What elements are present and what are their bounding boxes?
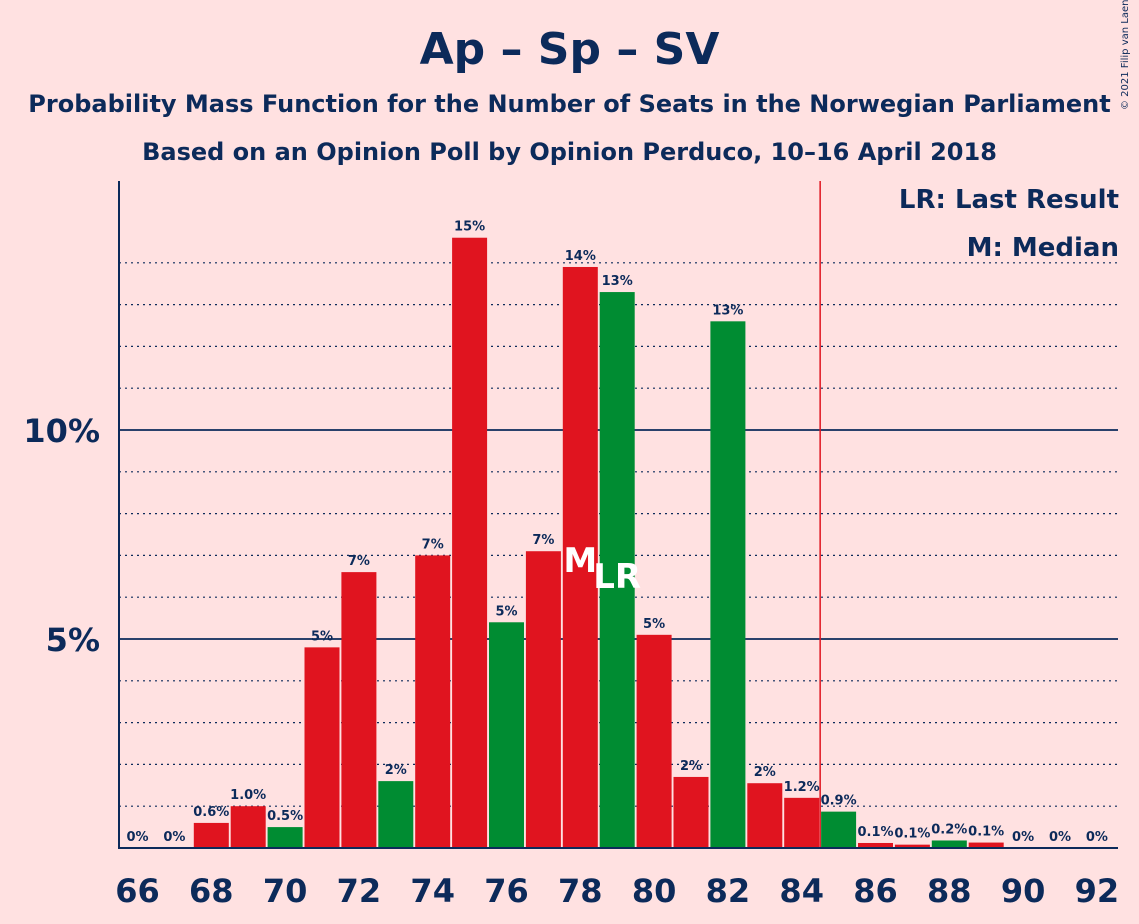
x-tick-label: 90	[1001, 872, 1046, 910]
bar-68	[193, 822, 229, 848]
x-tick-label: 78	[558, 872, 603, 910]
data-label-91: 0%	[1049, 830, 1071, 845]
data-label-71: 5%	[311, 629, 333, 644]
bar-72	[341, 572, 377, 848]
bar-84	[784, 797, 820, 848]
legend-last-result: LR: Last Result	[898, 185, 1119, 215]
x-tick-label: 82	[706, 872, 751, 910]
data-label-66: 0%	[126, 830, 148, 845]
data-label-73: 2%	[385, 763, 407, 778]
x-tick-label: 84	[779, 872, 824, 910]
data-label-67: 0%	[163, 830, 185, 845]
data-label-77: 7%	[532, 533, 554, 548]
data-label-72: 7%	[348, 554, 370, 569]
chart-subtitle: Probability Mass Function for the Number…	[28, 90, 1111, 118]
data-label-86: 0.1%	[857, 825, 893, 840]
y-tick-label: 5%	[46, 621, 100, 659]
legend-median: M: Median	[966, 233, 1119, 263]
bar-87	[894, 844, 930, 848]
x-tick-label: 74	[410, 872, 455, 910]
data-label-85: 0.9%	[821, 794, 857, 809]
bar-78	[562, 266, 598, 849]
bar-88	[931, 840, 967, 848]
data-label-68: 0.6%	[193, 805, 229, 820]
x-tick-label: 68	[189, 872, 234, 910]
bar-82	[710, 321, 746, 848]
data-label-79: 13%	[602, 274, 633, 289]
bar-71	[304, 647, 340, 848]
bar-77	[525, 551, 561, 848]
data-label-69: 1.0%	[230, 788, 266, 803]
x-tick-label: 76	[484, 872, 529, 910]
data-label-76: 5%	[495, 604, 517, 619]
x-tick-label: 72	[337, 872, 382, 910]
bar-74	[415, 555, 451, 848]
data-label-80: 5%	[643, 617, 665, 632]
bar-70	[267, 827, 303, 848]
data-label-89: 0.1%	[968, 825, 1004, 840]
x-tick-label: 66	[115, 872, 160, 910]
data-label-87: 0.1%	[894, 827, 930, 842]
data-label-83: 2%	[754, 765, 776, 780]
chart-subtitle-poll: Based on an Opinion Poll by Opinion Perd…	[142, 138, 997, 166]
bar-83	[747, 783, 783, 848]
bar-79	[599, 292, 635, 848]
bar-86	[858, 842, 893, 848]
x-tick-label: 70	[263, 872, 308, 910]
chart-title: Ap – Sp – SV	[419, 24, 720, 75]
bar-89	[968, 842, 1004, 848]
y-tick-label: 10%	[23, 412, 100, 450]
x-tick-label: 88	[927, 872, 972, 910]
bar-69	[230, 806, 266, 848]
bar-81	[673, 776, 709, 848]
data-label-90: 0%	[1012, 830, 1034, 845]
bar-75	[452, 237, 488, 849]
data-label-78: 14%	[565, 249, 596, 264]
data-label-75: 15%	[454, 220, 485, 235]
x-tick-label: 80	[632, 872, 677, 910]
median-marker: M	[563, 541, 597, 581]
data-label-70: 0.5%	[267, 809, 303, 824]
data-label-84: 1.2%	[784, 780, 820, 795]
bar-85	[821, 811, 857, 848]
bar-76	[489, 622, 524, 848]
bar-73	[378, 781, 414, 848]
data-label-92: 0%	[1086, 830, 1108, 845]
last-result-marker: LR	[593, 557, 641, 597]
data-label-88: 0.2%	[931, 822, 967, 837]
data-label-82: 13%	[712, 303, 743, 318]
data-label-74: 7%	[422, 537, 444, 552]
bar-80	[636, 634, 672, 848]
x-tick-label: 86	[853, 872, 898, 910]
data-label-81: 2%	[680, 759, 702, 774]
x-tick-label: 92	[1075, 872, 1120, 910]
